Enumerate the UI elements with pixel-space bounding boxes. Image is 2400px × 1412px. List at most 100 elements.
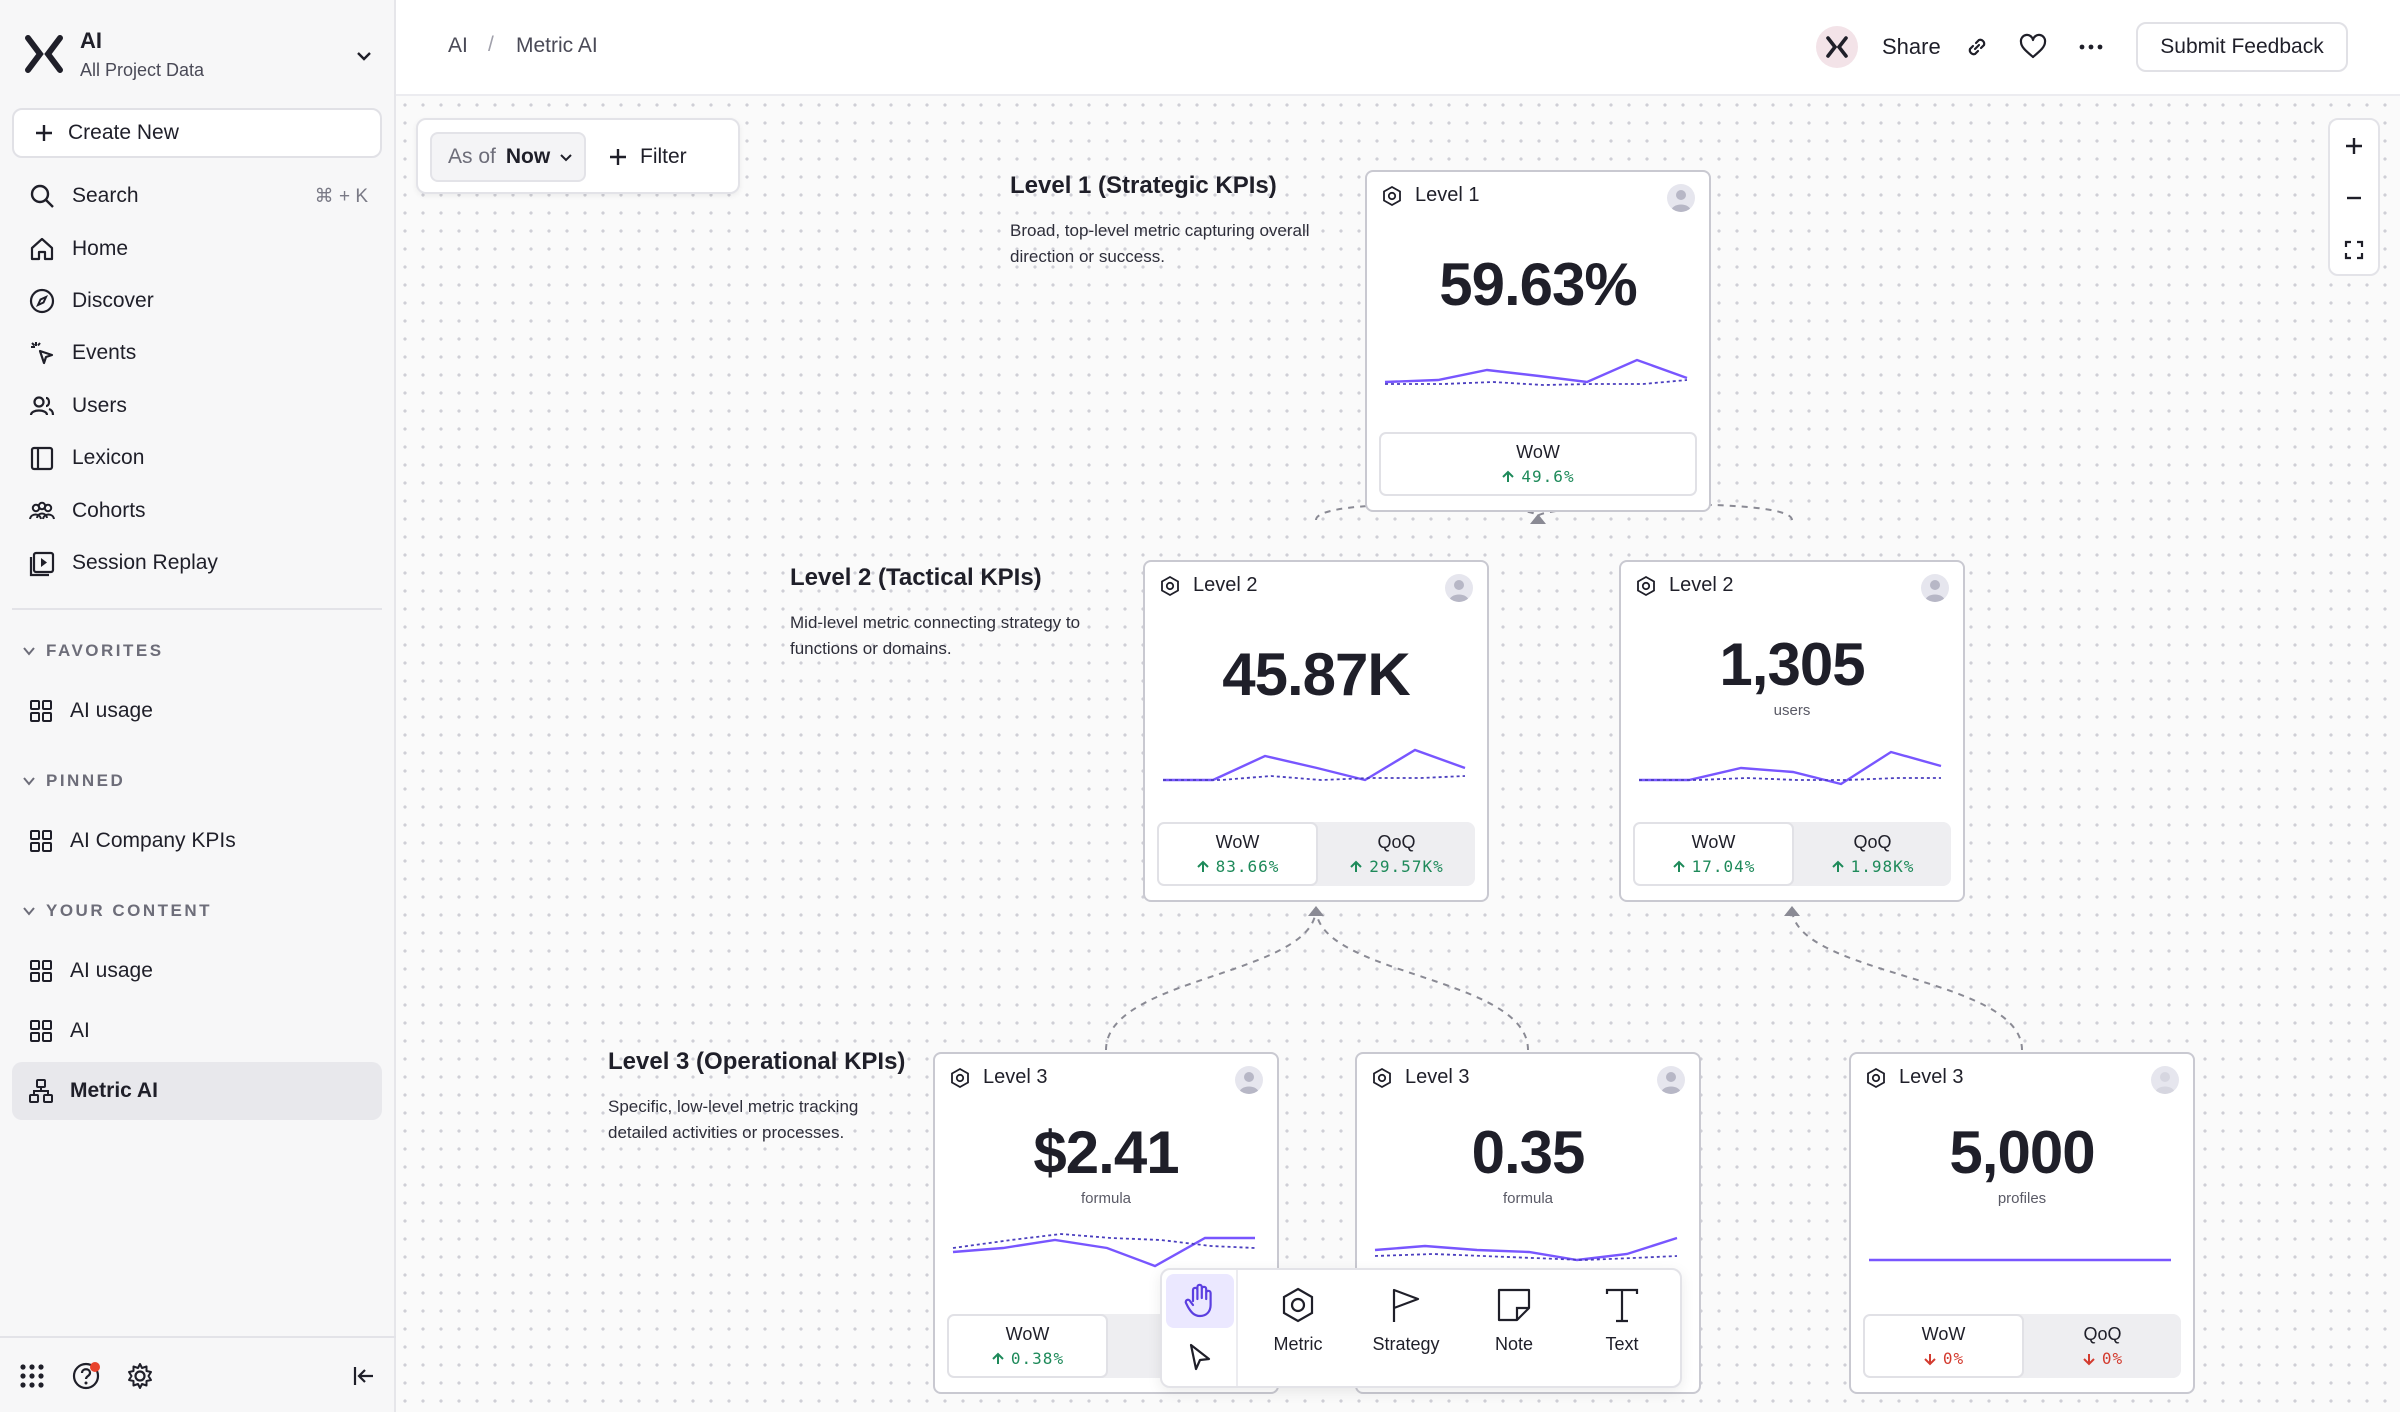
content-item-metric-ai[interactable]: Metric AI xyxy=(12,1062,382,1120)
card-owner-avatar[interactable] xyxy=(1921,574,1949,602)
card-owner-avatar[interactable] xyxy=(1667,184,1695,212)
stat-qoq[interactable]: QoQ 29.57K% xyxy=(1318,822,1475,886)
board-grid-icon xyxy=(30,960,52,982)
card-sparkline xyxy=(1374,1236,1678,1262)
collapse-sidebar-button[interactable] xyxy=(348,1360,380,1392)
card-header: Level 2 xyxy=(1159,574,1258,597)
content-item-ai-usage[interactable]: AI usage xyxy=(12,945,382,997)
stat-wow[interactable]: WoW 17.04% xyxy=(1633,822,1794,886)
card-metric-value: $2.41 xyxy=(1033,1119,1179,1186)
apps-grid-button[interactable] xyxy=(16,1360,48,1392)
nav-discover[interactable]: Discover xyxy=(12,275,382,327)
board-grid-icon xyxy=(30,700,52,722)
card-owner-avatar[interactable] xyxy=(1235,1066,1263,1094)
create-new-label: Create New xyxy=(68,121,179,144)
fit-view-button[interactable] xyxy=(2330,224,2378,276)
tool-label: Note xyxy=(1494,1334,1534,1354)
metric-hexagon-icon xyxy=(1373,1067,1391,1088)
metric-card-level-1[interactable]: Level 1 59.63% WoW 49.6% xyxy=(1365,170,1711,512)
nav-home[interactable]: Home xyxy=(12,223,382,275)
stat-value-text: 49.6% xyxy=(1521,467,1575,486)
section-your-content-header[interactable]: YOUR CONTENT xyxy=(22,901,212,921)
create-new-button[interactable]: Create New xyxy=(12,108,382,158)
copy-link-button[interactable] xyxy=(1962,32,1992,62)
card-stats: WoW 83.66% QoQ 29.57K% xyxy=(1157,822,1475,886)
card-metric-unit: formula xyxy=(1502,1190,1554,1207)
stat-wow[interactable]: WoW 49.6% xyxy=(1379,432,1697,496)
nav-users[interactable]: Users xyxy=(12,380,382,432)
card-owner-avatar[interactable] xyxy=(1657,1066,1685,1094)
stat-value: 17.04% xyxy=(1672,857,1756,876)
select-mode-button[interactable] xyxy=(1166,1330,1234,1384)
zoom-out-button[interactable] xyxy=(2330,172,2378,224)
nav-search[interactable]: Search ⌘ + K xyxy=(12,170,382,222)
metric-hexagon-icon xyxy=(1161,575,1179,596)
pan-mode-button[interactable] xyxy=(1166,1274,1234,1328)
card-metric-value: 45.87K xyxy=(1222,641,1410,708)
plus-icon xyxy=(36,125,52,141)
stat-value: 0% xyxy=(2082,1349,2123,1368)
breadcrumb-ai[interactable]: AI xyxy=(448,34,468,57)
metric-card-level-2-a[interactable]: Level 2 45.87K WoW 83.66% QoQ 29.57K% xyxy=(1143,560,1489,902)
link-icon xyxy=(1968,38,1986,56)
share-button[interactable]: Share xyxy=(1882,34,1941,59)
add-metric-tool[interactable]: Metric xyxy=(1248,1286,1348,1376)
more-options-button[interactable] xyxy=(2076,32,2106,62)
add-text-tool[interactable]: Text xyxy=(1572,1286,1672,1376)
card-stats: WoW 17.04% QoQ 1.98K% xyxy=(1633,822,1951,886)
user-avatar-icon xyxy=(1239,1072,1259,1094)
pinned-item[interactable]: AI Company KPIs xyxy=(12,815,382,867)
add-note-tool[interactable]: Note xyxy=(1464,1286,1564,1376)
workspace-name: AI xyxy=(80,28,102,53)
card-stats: WoW 49.6% xyxy=(1379,432,1697,496)
favorite-item[interactable]: AI usage xyxy=(12,685,382,737)
metric-card-level-3-c[interactable]: Level 3 5,000 profiles WoW 0% QoQ 0% xyxy=(1849,1052,2195,1394)
settings-button[interactable] xyxy=(124,1360,156,1392)
nav-search-label: Search xyxy=(72,184,139,207)
stat-label: WoW xyxy=(1516,442,1560,462)
submit-feedback-button[interactable]: Submit Feedback xyxy=(2136,22,2348,72)
card-owner-avatar[interactable] xyxy=(1445,574,1473,602)
stat-qoq[interactable]: QoQ 1.98K% xyxy=(1794,822,1951,886)
section-favorites-header[interactable]: FAVORITES xyxy=(22,641,164,661)
add-strategy-tool[interactable]: Strategy xyxy=(1356,1286,1456,1376)
favorite-button[interactable] xyxy=(2018,32,2048,62)
stat-wow[interactable]: WoW 83.66% xyxy=(1157,822,1318,886)
help-button[interactable] xyxy=(70,1360,102,1392)
section-pinned-header[interactable]: PINNED xyxy=(22,771,125,791)
stat-wow[interactable]: WoW 0% xyxy=(1863,1314,2024,1378)
card-level-label: Level 3 xyxy=(1405,1066,1470,1088)
arrow-down-icon xyxy=(2083,1353,2095,1365)
notification-dot xyxy=(90,1362,100,1372)
connector-arrowhead xyxy=(1784,906,1800,916)
workspace-switcher[interactable]: AI All Project Data xyxy=(24,26,376,88)
card-owner-avatar[interactable] xyxy=(2151,1066,2179,1094)
card-metric-value: 0.35 xyxy=(1471,1119,1586,1186)
card-header: Level 3 xyxy=(949,1066,1048,1089)
connector-arrowhead xyxy=(1530,514,1546,524)
nav-cohorts-label: Cohorts xyxy=(72,499,146,522)
stat-label: QoQ xyxy=(1377,832,1416,852)
nav-session-replay-label: Session Replay xyxy=(72,551,218,574)
metric-card-level-2-b[interactable]: Level 2 1,305 users WoW 17.04% QoQ 1.98K… xyxy=(1619,560,1965,902)
card-metric-value: 1,305 xyxy=(1719,631,1865,698)
zoom-in-button[interactable] xyxy=(2330,120,2378,172)
nav-lexicon[interactable]: Lexicon xyxy=(12,432,382,484)
content-item-ai[interactable]: AI xyxy=(12,1005,382,1057)
add-filter-button[interactable]: Filter xyxy=(608,134,687,180)
mixpanel-logo-icon xyxy=(25,35,63,73)
metric-hexagon-icon xyxy=(1867,1067,1885,1088)
section-pinned-title: PINNED xyxy=(46,771,126,790)
as-of-dropdown[interactable]: As of Now xyxy=(430,132,586,182)
nav-events[interactable]: Events xyxy=(12,327,382,379)
metric-tree-canvas[interactable]: As of Now Filter Level 1 (Strategic KPIs… xyxy=(396,96,2400,1412)
nav-cohorts[interactable]: Cohorts xyxy=(12,485,382,537)
owner-avatar[interactable] xyxy=(1816,26,1858,68)
nav-session-replay[interactable]: Session Replay xyxy=(12,537,382,589)
stat-qoq[interactable]: QoQ 0% xyxy=(2024,1314,2181,1378)
stat-wow[interactable]: WoW 0.38% xyxy=(947,1314,1108,1378)
stat-value-text: 0% xyxy=(2101,1349,2124,1368)
nav-home-label: Home xyxy=(72,237,129,260)
stat-label: QoQ xyxy=(2083,1324,2122,1344)
card-metric-unit: profiles xyxy=(1997,1190,2047,1207)
